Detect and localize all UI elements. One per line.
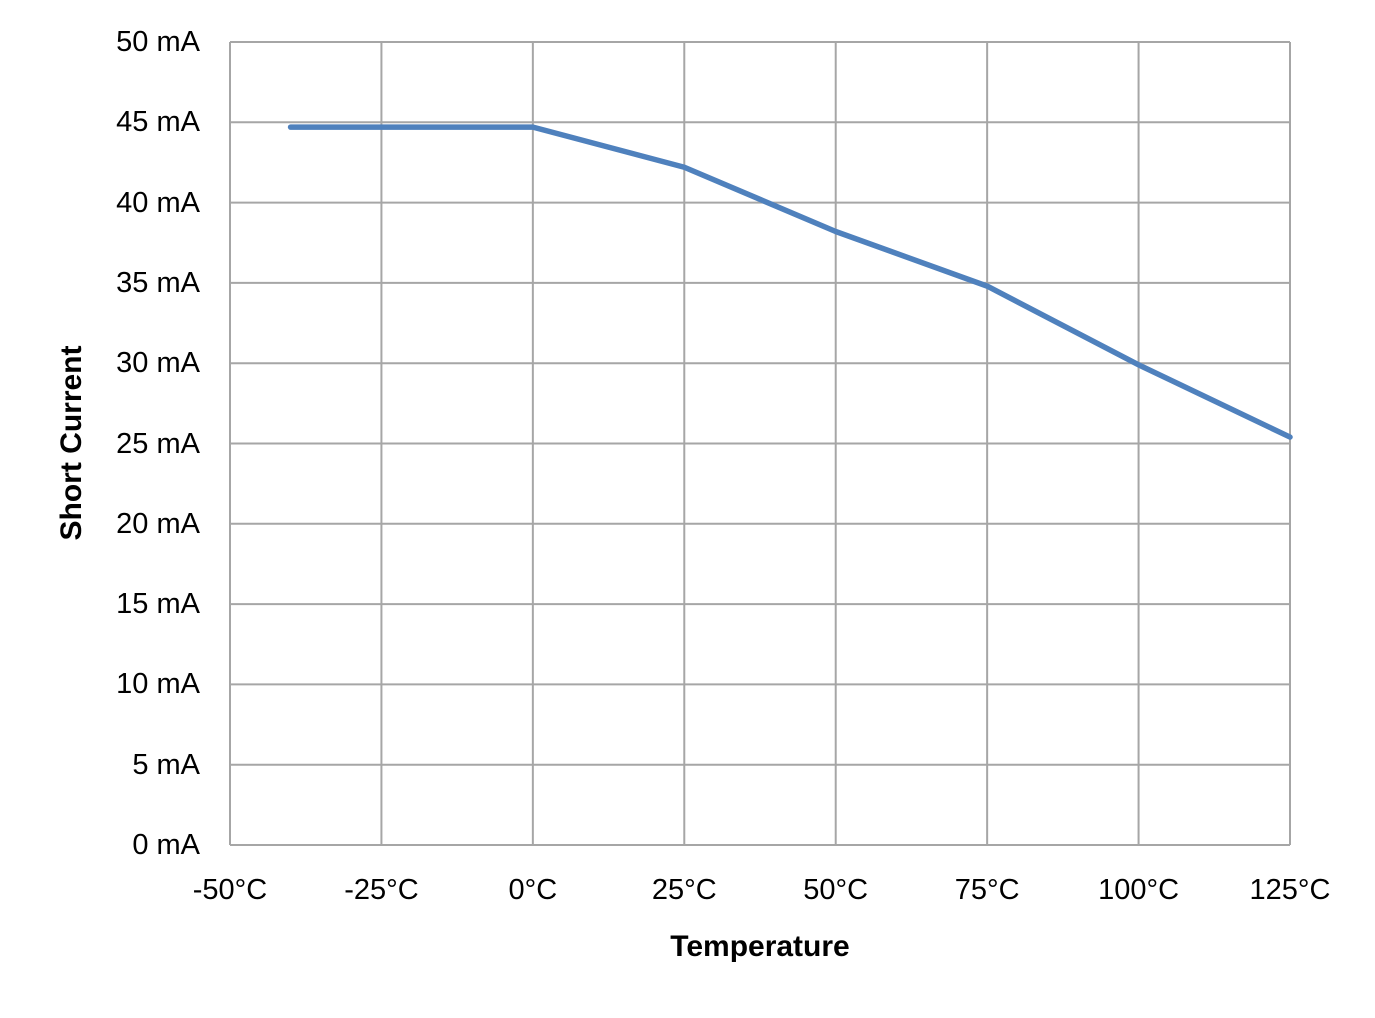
x-axis-tick-label: 100°C xyxy=(1098,874,1180,906)
y-axis-tick-label: 40 mA xyxy=(116,186,200,219)
y-axis-tick-label: 25 mA xyxy=(116,427,200,460)
data-series-line xyxy=(287,124,1293,440)
y-axis-tick-label: 45 mA xyxy=(116,106,200,139)
y-axis-tick-label: 10 mA xyxy=(116,668,200,701)
x-axis-tick-label: 125°C xyxy=(1249,874,1331,906)
x-axis-tick-label: -50°C xyxy=(192,874,268,906)
y-axis-tick-label: 5 mA xyxy=(132,748,200,781)
x-axis-title: Temperature xyxy=(670,930,850,963)
x-axis-tick-label: 25°C xyxy=(651,874,717,906)
y-axis-tick-label: 30 mA xyxy=(116,347,200,380)
y-axis-tick-label: 35 mA xyxy=(116,266,200,299)
y-axis-tick-label: 15 mA xyxy=(116,588,200,621)
x-axis-tick-label: 50°C xyxy=(803,874,869,906)
x-axis-tick-label: 75°C xyxy=(954,874,1020,906)
y-axis-tick-label: 50 mA xyxy=(116,26,200,58)
y-axis-tick-label: 0 mA xyxy=(132,829,200,861)
x-axis-tick-label: -25°C xyxy=(344,874,419,906)
y-axis-tick-label: 20 mA xyxy=(116,507,200,540)
x-axis-tick-label: 0°C xyxy=(508,874,558,906)
y-axis-title: Short Current xyxy=(55,345,88,541)
